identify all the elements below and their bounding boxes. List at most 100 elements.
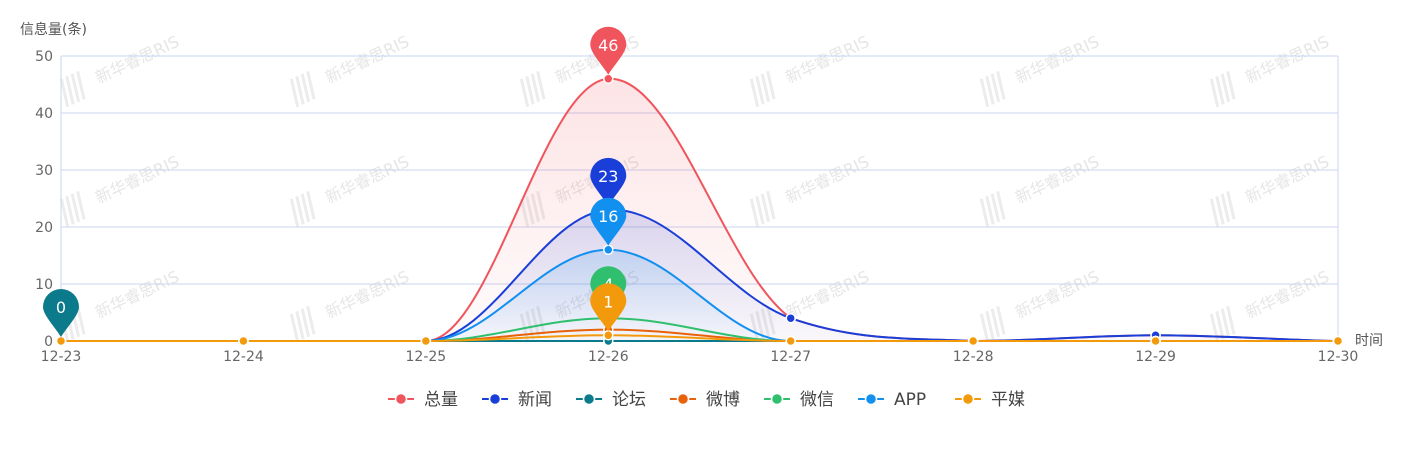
watermark-mark: 新华睿思RIS: [749, 32, 872, 108]
point-平媒: [1332, 335, 1344, 347]
watermark-logo-stroke: [519, 78, 530, 108]
watermark-text: 新华睿思RIS: [782, 32, 872, 87]
pin-label: 46: [598, 36, 618, 55]
area-总量: [61, 78, 1338, 341]
watermark-logo-stroke: [985, 76, 995, 105]
value-pins: 462304161: [43, 26, 627, 337]
x-tick-label: 12-26: [588, 349, 629, 365]
point-平媒: [238, 335, 249, 347]
watermark-logo-stroke: [979, 198, 990, 228]
y-tick-label: 0: [44, 334, 53, 350]
pin-shape: [590, 197, 627, 246]
point-平媒: [420, 335, 432, 347]
watermark-logo-stroke: [749, 78, 760, 108]
watermark-logo-stroke: [996, 190, 1006, 220]
legend-item-微信: 微信: [764, 390, 834, 410]
watermark-logo-stroke: [59, 78, 70, 108]
pin-总量: 46: [590, 26, 627, 75]
watermark-logo-stroke: [530, 73, 541, 103]
watermark-logo-stroke: [755, 76, 765, 105]
watermark-logo-stroke: [755, 196, 765, 225]
watermark-text: 新华睿思RIS: [1012, 267, 1102, 322]
watermark-logo-stroke: [1209, 78, 1220, 108]
watermark-logo-stroke: [306, 70, 316, 100]
watermark-logo-stroke: [1220, 193, 1231, 223]
legend-marker: [676, 392, 690, 406]
legend-item-论坛: 论坛: [576, 390, 646, 410]
watermark-logo-stroke: [306, 190, 316, 220]
watermark-mark: 新华睿思RIS: [289, 267, 412, 343]
watermark-logo-stroke: [300, 73, 311, 103]
watermark-text: 新华睿思RIS: [92, 152, 182, 207]
pin-新闻: 23: [590, 157, 627, 206]
watermark-text: 新华睿思RIS: [782, 267, 872, 322]
watermark-mark: 新华睿思RIS: [59, 32, 182, 108]
watermark-mark: 新华睿思RIS: [979, 152, 1102, 228]
watermark-logo-stroke: [300, 193, 311, 223]
watermark-logo-stroke: [766, 70, 776, 100]
watermark-mark: 新华睿思RIS: [979, 32, 1102, 108]
x-tick-label: 12-30: [1318, 349, 1359, 365]
watermark-text: 新华睿思RIS: [322, 152, 412, 207]
area-APP: [61, 249, 1338, 341]
point-平媒: [1150, 335, 1161, 347]
watermark-text: 新华睿思RIS: [1242, 32, 1332, 87]
watermark-text: 新华睿思RIS: [322, 32, 412, 87]
watermark-logo-stroke: [996, 305, 1006, 335]
pin-label: 23: [598, 167, 618, 186]
point-平媒: [603, 330, 614, 341]
watermark-logo-stroke: [766, 190, 776, 220]
area-fills: [61, 78, 1338, 341]
legend-marker: [864, 392, 878, 406]
watermark-logo-stroke: [300, 308, 311, 338]
point-APP: [603, 244, 614, 256]
watermark-text: 新华睿思RIS: [1012, 152, 1102, 207]
watermark-logo-stroke: [990, 308, 1001, 338]
watermark-logo-stroke: [990, 193, 1001, 223]
watermark-text: 新华睿思RIS: [1242, 152, 1332, 207]
y-tick-label: 40: [35, 106, 53, 122]
legend-item-平媒: 平媒: [955, 390, 1025, 410]
watermark-logo-stroke: [295, 196, 305, 225]
watermark-logo-stroke: [990, 73, 1001, 103]
pin-shape: [590, 26, 627, 75]
legend-marker: [582, 392, 596, 406]
watermark-logo-stroke: [289, 198, 300, 228]
x-axis-title: 时间: [1355, 333, 1383, 349]
x-tick-label: 12-23: [41, 349, 82, 365]
line-平媒: [60, 334, 1338, 343]
watermark-logo-stroke: [760, 73, 771, 103]
legend-label: 微信: [800, 390, 834, 410]
legend-marker: [488, 392, 502, 406]
watermark-mark: 新华睿思RIS: [59, 152, 182, 228]
legend-marker: [961, 392, 975, 406]
pin-label: 1: [603, 292, 613, 311]
watermark-logo-stroke: [536, 70, 546, 100]
watermark-logo-stroke: [525, 76, 535, 105]
watermark-logo-stroke: [65, 76, 75, 105]
watermark-logo-stroke: [1226, 70, 1236, 100]
watermark-mark: 新华睿思RIS: [1209, 152, 1332, 228]
legend: 总量 新闻 论坛 微博 微信 APP 平媒: [388, 390, 1025, 410]
watermark-logo-stroke: [1220, 308, 1231, 338]
watermark-logo-stroke: [306, 305, 316, 335]
watermark-logo-stroke: [979, 313, 990, 343]
legend-label: 论坛: [612, 390, 646, 410]
watermark-text: 新华睿思RIS: [92, 267, 182, 322]
x-tick-label: 12-29: [1135, 349, 1176, 365]
legend-label: 总量: [424, 390, 458, 410]
watermark-mark: 新华睿思RIS: [1209, 267, 1332, 343]
legend-label: APP: [894, 390, 926, 410]
pin-APP: 16: [590, 197, 627, 246]
watermark-text: 新华睿思RIS: [1012, 32, 1102, 87]
watermark-logo-stroke: [1220, 73, 1231, 103]
axes: 信息量(条) 时间: [20, 21, 1383, 349]
watermark-logo-stroke: [1215, 196, 1225, 225]
watermark-mark: 新华睿思RIS: [289, 152, 412, 228]
watermark-logo-stroke: [1226, 190, 1236, 220]
watermark-mark: 新华睿思RIS: [979, 267, 1102, 343]
watermark-logo-stroke: [76, 190, 86, 220]
pin-shape: [43, 289, 79, 337]
pin-平媒: 1: [590, 283, 627, 332]
